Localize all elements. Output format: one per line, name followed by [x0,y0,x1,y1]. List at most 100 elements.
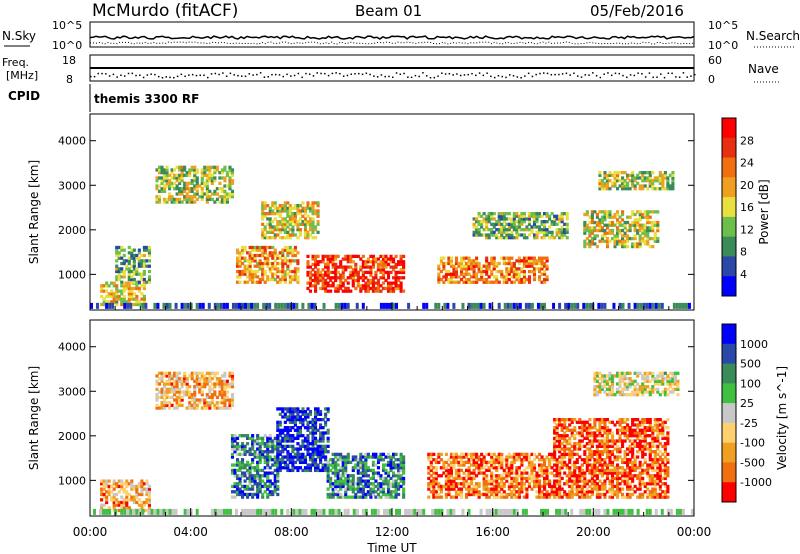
velocity-echo-cell [301,442,305,446]
velocity-echo-cell [288,428,292,432]
power-echo-cell [615,187,620,191]
velocity-echo-cell [248,463,252,467]
velocity-echo-cell [316,450,320,454]
power-echo-cell [268,220,272,224]
power-echo-cell [515,220,519,224]
velocity-echo-cell [573,482,577,486]
velocity-echo-cell [389,460,393,465]
power-echo-cell [583,212,587,217]
power-echo-cell [331,284,335,288]
velocity-echo-cell [595,460,599,465]
velocity-echo-cell [457,463,461,467]
velocity-echo-cell [218,377,222,381]
power-ground-cell [111,302,115,309]
power-ground-cell [274,302,278,309]
velocity-echo-cell [308,442,313,446]
velocity-echo-cell [258,455,262,459]
power-echo-cell [296,228,300,232]
velocity-echo-cell [344,463,348,467]
power-echo-cell [326,260,330,264]
power-echo-cell [256,253,260,258]
power-echo-cell [646,220,650,225]
velocity-echo-cell [241,460,245,465]
velocity-echo-cell [266,492,270,497]
power-echo-cell [135,280,139,284]
velocity-echo-cell [530,479,534,483]
power-echo-cell [288,277,292,282]
nave-dot [403,72,405,75]
power-echo-cell [349,254,353,259]
power-echo-cell [550,230,554,234]
power-echo-cell [117,272,121,276]
power-echo-cell [130,269,134,274]
power-echo-cell [389,289,393,293]
power-echo-cell [293,222,297,226]
velocity-echo-cell [329,479,333,483]
power-echo-cell [266,256,270,260]
power-echo-cell [613,176,617,180]
velocity-echo-cell [235,487,240,491]
velocity-echo-cell [281,407,285,411]
velocity-echo-cell [273,439,277,443]
velocity-echo-cell [170,377,174,381]
power-ground-cell [681,302,685,309]
power-echo-cell [600,187,604,191]
power-echo-cell [631,223,635,227]
power-echo-cell [243,280,247,284]
velocity-echo-cell [585,434,589,438]
power-echo-cell [497,212,501,216]
velocity-echo-cell [228,403,232,408]
velocity-echo-cell [558,444,562,448]
power-echo-cell [278,251,282,255]
velocity-echo-cell [253,455,257,459]
velocity-echo-cell [366,479,370,483]
power-echo-cell [583,228,587,233]
power-echo-cell [520,222,524,226]
power-echo-cell [261,272,265,276]
velocity-echo-cell [532,466,537,470]
power-echo-cell [286,206,290,210]
power-echo-cell [454,267,459,271]
velocity-echo-cell [535,495,539,499]
velocity-echo-cell [107,490,111,494]
power-echo-cell [600,215,604,219]
power-echo-cell [500,230,504,234]
velocity-echo-cell [457,460,461,465]
velocity-echo-cell [578,420,582,424]
velocity-echo-cell [241,434,245,438]
velocity-echo-cell [208,390,212,394]
nave-dot [467,73,469,76]
velocity-echo-cell [610,450,615,454]
power-echo-cell [623,231,627,235]
power-echo-cell [643,171,647,175]
power-ground-cell [307,302,311,309]
velocity-echo-cell [195,374,199,378]
velocity-echo-cell [507,463,511,467]
velocity-echo-cell [208,371,212,375]
velocity-echo-cell [225,398,230,402]
power-echo-cell [462,272,466,276]
velocity-echo-cell [598,458,602,462]
power-echo-cell [193,184,197,188]
velocity-echo-cell [558,479,562,483]
nave-dot [256,73,258,76]
power-echo-cell [631,220,635,225]
power-echo-cell [613,171,617,175]
velocity-echo-cell [238,476,242,481]
velocity-echo-cell [361,487,365,491]
power-echo-cell [213,192,217,196]
velocity-echo-cell [246,471,250,475]
power-echo-cell [165,200,169,204]
power-echo-cell [379,276,383,280]
velocity-echo-cell [351,487,355,491]
power-ground-cell [437,302,441,309]
power-echo-cell [286,236,290,240]
velocity-echo-cell [452,487,456,491]
velocity-echo-cell [374,471,378,475]
power-echo-cell [595,228,599,233]
velocity-echo-cell [313,442,318,446]
velocity-echo-cell [570,490,574,494]
power-echo-cell [308,225,313,229]
nave-dot [414,74,417,77]
velocity-echo-cell [464,452,469,457]
